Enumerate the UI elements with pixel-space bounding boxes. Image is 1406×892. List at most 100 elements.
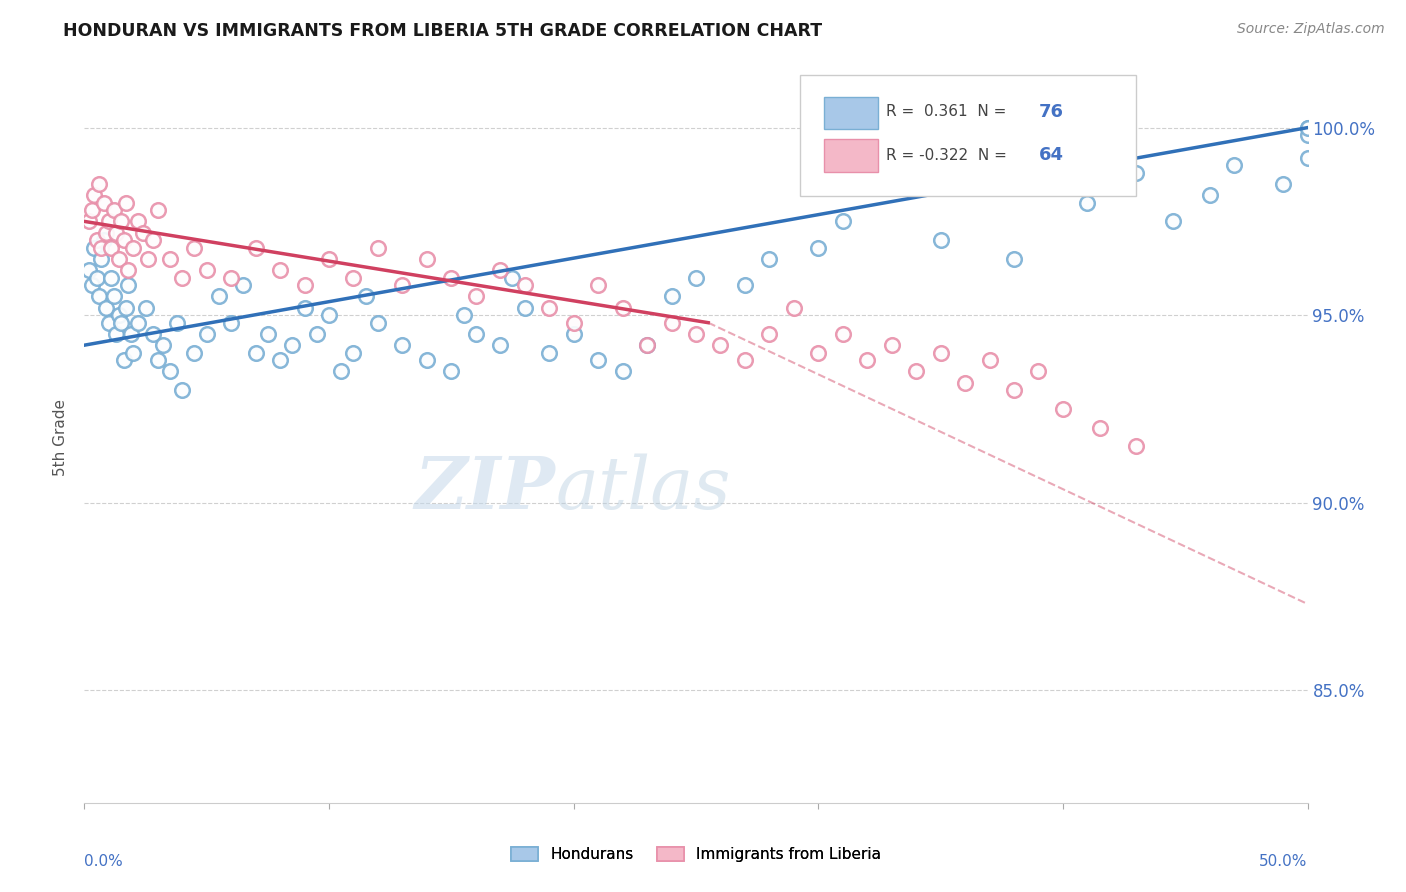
Point: [183, 241, 205, 255]
Point: [636, 338, 658, 352]
Point: [83, 241, 105, 255]
Point: [93, 195, 115, 210]
Point: [97, 214, 120, 228]
Point: [1125, 166, 1147, 180]
Point: [159, 252, 181, 266]
Point: [416, 353, 439, 368]
Point: [83, 188, 105, 202]
Point: [269, 263, 291, 277]
Point: [538, 345, 561, 359]
Point: [80, 278, 103, 293]
Point: [586, 353, 609, 368]
Point: [807, 241, 830, 255]
Point: [135, 301, 157, 315]
Point: [105, 326, 128, 341]
Point: [115, 301, 138, 315]
Point: [195, 263, 218, 277]
Point: [110, 214, 132, 228]
Point: [1076, 195, 1098, 210]
Point: [367, 316, 389, 330]
Point: [172, 270, 194, 285]
Point: [96, 226, 118, 240]
Point: [77, 263, 100, 277]
Point: [115, 195, 138, 210]
Point: [135, 301, 157, 315]
Point: [117, 263, 139, 277]
Y-axis label: 5th Grade: 5th Grade: [53, 399, 69, 475]
Point: [586, 353, 609, 368]
Point: [330, 364, 353, 378]
Point: [86, 270, 108, 285]
Point: [440, 364, 463, 378]
Point: [219, 270, 242, 285]
Point: [127, 316, 149, 330]
Point: [416, 252, 439, 266]
Point: [1125, 440, 1147, 454]
Point: [330, 364, 353, 378]
Text: Source: ZipAtlas.com: Source: ZipAtlas.com: [1237, 22, 1385, 37]
Point: [152, 338, 174, 352]
Point: [391, 278, 413, 293]
Point: [1088, 420, 1111, 434]
Point: [464, 289, 486, 303]
Point: [685, 326, 707, 341]
Point: [172, 270, 194, 285]
Point: [354, 289, 377, 303]
Point: [281, 338, 304, 352]
Point: [1296, 128, 1319, 142]
Point: [636, 338, 658, 352]
Text: 76: 76: [1039, 103, 1063, 120]
Point: [87, 177, 110, 191]
Point: [146, 353, 169, 368]
Point: [107, 252, 129, 266]
Point: [807, 345, 830, 359]
Point: [464, 326, 486, 341]
Point: [1101, 151, 1123, 165]
Point: [1272, 177, 1295, 191]
FancyBboxPatch shape: [800, 75, 1136, 195]
Point: [318, 308, 340, 322]
Point: [905, 364, 928, 378]
Point: [661, 289, 683, 303]
Point: [661, 316, 683, 330]
Point: [117, 278, 139, 293]
Point: [117, 263, 139, 277]
Point: [391, 278, 413, 293]
Point: [538, 345, 561, 359]
Point: [86, 233, 108, 247]
Point: [112, 233, 135, 247]
Point: [103, 203, 125, 218]
Point: [96, 301, 118, 315]
Point: [122, 345, 145, 359]
Point: [1002, 252, 1025, 266]
Point: [979, 353, 1001, 368]
Point: [929, 233, 952, 247]
Point: [257, 326, 280, 341]
Point: [831, 214, 853, 228]
Point: [90, 252, 112, 266]
Point: [146, 203, 169, 218]
Point: [107, 252, 129, 266]
Point: [112, 353, 135, 368]
Point: [90, 241, 112, 255]
Point: [105, 326, 128, 341]
Point: [1296, 151, 1319, 165]
Point: [83, 241, 105, 255]
Point: [93, 233, 115, 247]
Point: [685, 270, 707, 285]
Point: [166, 316, 188, 330]
Point: [562, 316, 585, 330]
Point: [354, 289, 377, 303]
Point: [208, 289, 231, 303]
Point: [1125, 440, 1147, 454]
Point: [562, 316, 585, 330]
Text: 50.0%: 50.0%: [1260, 854, 1308, 869]
Text: atlas: atlas: [555, 453, 731, 524]
Point: [97, 316, 120, 330]
Point: [318, 252, 340, 266]
Point: [115, 195, 138, 210]
Point: [93, 195, 115, 210]
Point: [929, 233, 952, 247]
Point: [232, 278, 254, 293]
Point: [110, 214, 132, 228]
